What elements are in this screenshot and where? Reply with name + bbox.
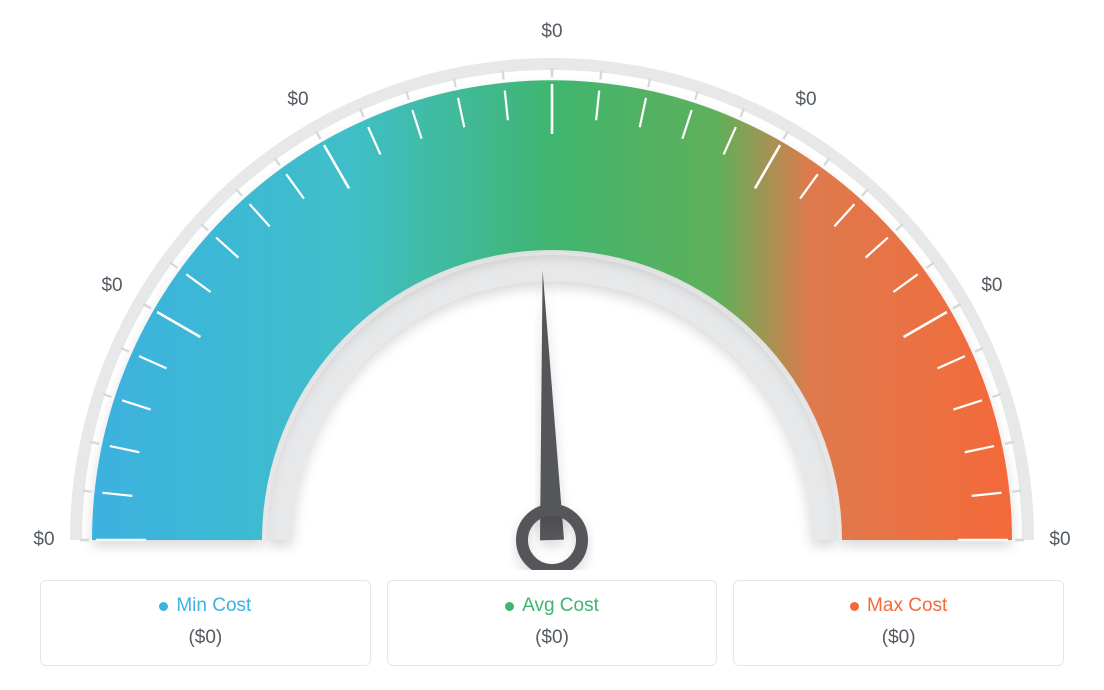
legend-card-min: Min Cost ($0) [40, 580, 371, 666]
legend-card-avg: Avg Cost ($0) [387, 580, 718, 666]
chart-container: $0 $0 $0 $0 $0 $0 $0 Min Cost ($0) Avg Cost ($… [0, 0, 1104, 690]
gauge-tick-label: $0 [541, 21, 562, 43]
legend-dot-max [850, 602, 859, 611]
legend-label-avg: Avg Cost [522, 595, 599, 617]
gauge-chart: $0 $0 $0 $0 $0 $0 $0 [0, 0, 1104, 570]
gauge-tick-label: $0 [795, 89, 816, 111]
gauge-tick-label: $0 [101, 275, 122, 297]
legend-title-min: Min Cost [159, 595, 251, 617]
gauge-tick-label: $0 [1049, 529, 1070, 551]
gauge-tick-label: $0 [33, 529, 54, 551]
legend-title-max: Max Cost [850, 595, 947, 617]
legend-row: Min Cost ($0) Avg Cost ($0) Max Cost ($0… [40, 580, 1064, 666]
legend-value-avg: ($0) [398, 627, 707, 649]
legend-value-min: ($0) [51, 627, 360, 649]
legend-label-max: Max Cost [867, 595, 947, 617]
legend-label-min: Min Cost [176, 595, 251, 617]
legend-card-max: Max Cost ($0) [733, 580, 1064, 666]
legend-title-avg: Avg Cost [505, 595, 599, 617]
legend-value-max: ($0) [744, 627, 1053, 649]
gauge-tick-label: $0 [287, 89, 308, 111]
gauge-tick-label: $0 [981, 275, 1002, 297]
legend-dot-min [159, 602, 168, 611]
legend-dot-avg [505, 602, 514, 611]
